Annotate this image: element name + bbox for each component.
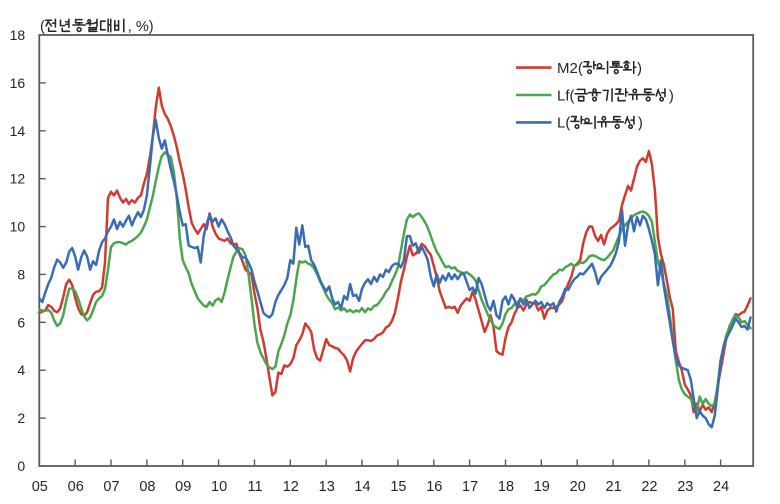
svg-text:16: 16 [10,75,26,91]
svg-text:M2(: M2( [557,60,583,77]
svg-text:(: ( [40,19,45,35]
svg-text:): ) [638,115,643,132]
svg-text:17: 17 [462,479,478,495]
svg-text:4: 4 [17,362,25,378]
svg-text:24: 24 [713,479,729,495]
svg-text:12: 12 [10,171,26,187]
svg-text:15: 15 [390,479,406,495]
svg-text:06: 06 [68,479,84,495]
svg-text:2: 2 [17,410,25,426]
svg-text:): ) [669,87,674,104]
svg-text:10: 10 [10,219,26,235]
svg-text:08: 08 [139,479,155,495]
svg-text:14: 14 [10,123,26,139]
svg-text:0: 0 [17,458,25,474]
svg-text:10: 10 [211,479,227,495]
svg-text:23: 23 [677,479,693,495]
svg-text:6: 6 [17,314,25,330]
svg-text:19: 19 [534,479,550,495]
svg-text:14: 14 [354,479,370,495]
svg-text:8: 8 [17,266,25,282]
svg-text:18: 18 [10,27,26,43]
svg-text:12: 12 [283,479,299,495]
svg-text:22: 22 [641,479,657,495]
svg-text:21: 21 [606,479,622,495]
svg-text:): ) [637,60,642,77]
svg-text:05: 05 [32,479,48,495]
svg-text:11: 11 [247,479,262,495]
svg-text:Lf(: Lf( [557,87,575,104]
svg-text:13: 13 [319,479,335,495]
svg-text:20: 20 [570,479,586,495]
svg-text:L(: L( [557,115,570,132]
svg-text:16: 16 [426,479,442,495]
svg-text:18: 18 [498,479,514,495]
svg-text:, %): , %) [128,19,154,35]
svg-text:07: 07 [103,479,119,495]
svg-text:09: 09 [175,479,191,495]
